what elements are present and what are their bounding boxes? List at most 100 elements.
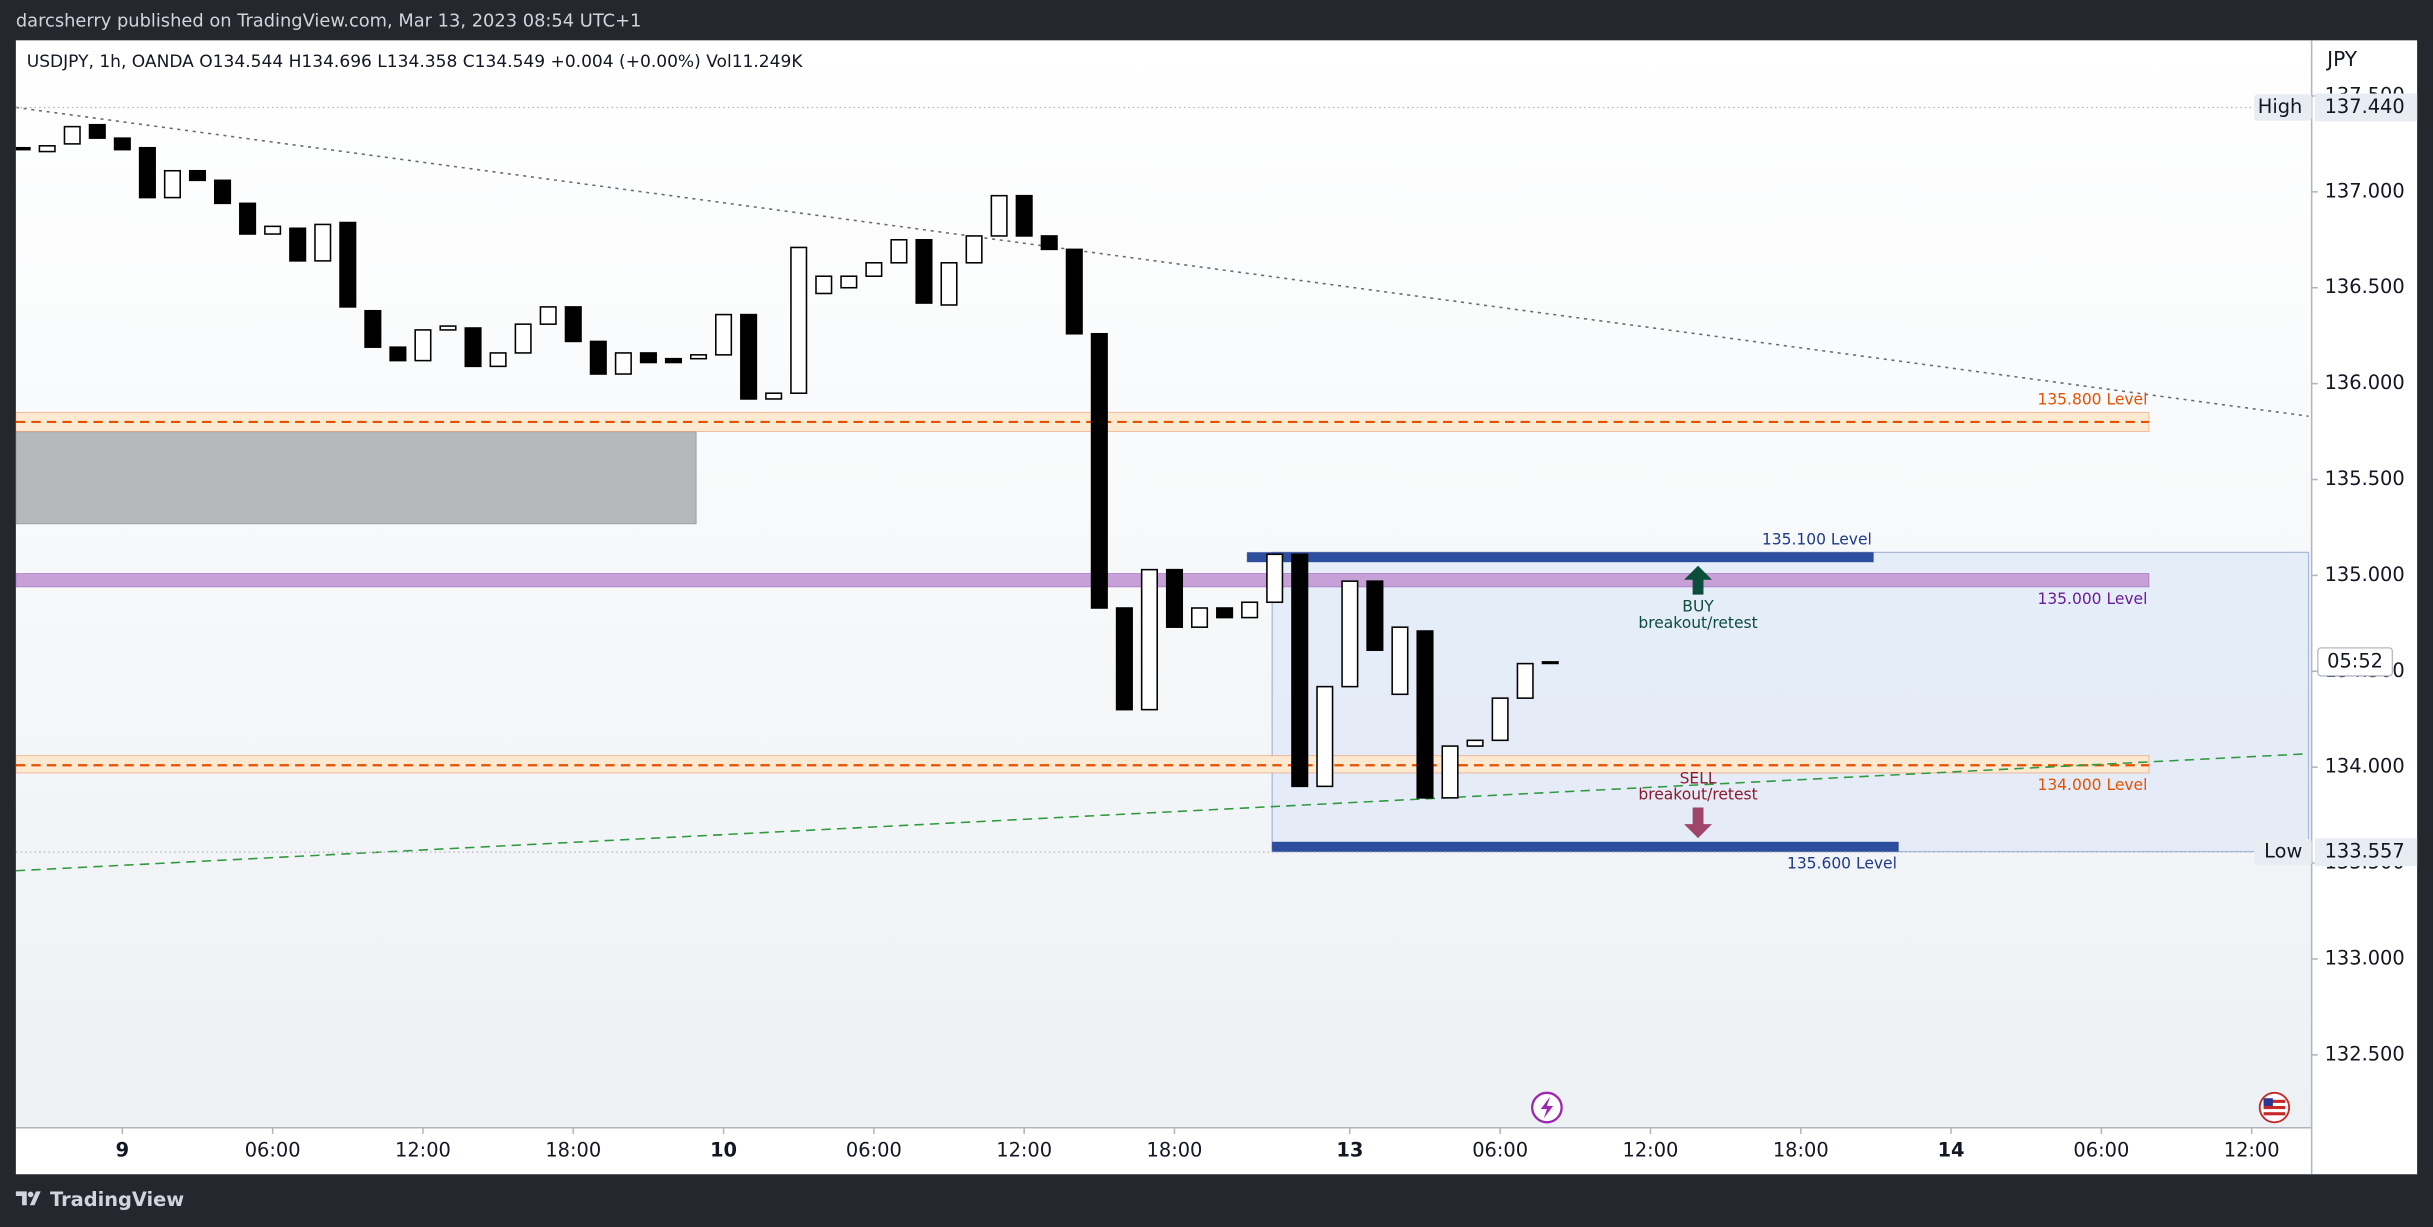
x-tick-label: 06:00	[2073, 1138, 2129, 1161]
candle-body	[239, 202, 257, 235]
trendline	[15, 752, 2309, 872]
candle-body	[1140, 568, 1158, 711]
symbol-legend: USDJPY, 1h, OANDA O134.544 H134.696 L134…	[27, 52, 804, 72]
badge-tag	[2254, 838, 2312, 866]
candle-body	[138, 146, 156, 199]
candle-body	[1466, 739, 1484, 747]
candle-body	[1366, 580, 1384, 651]
x-tick-label: 12:00	[1623, 1138, 1679, 1161]
candle-body	[765, 392, 783, 400]
badge-value: 137.440	[2325, 95, 2405, 118]
x-tick-label: 06:00	[1472, 1138, 1528, 1161]
signal-label: SELL	[1680, 769, 1717, 787]
x-tick-label: 12:00	[2224, 1138, 2280, 1161]
y-tick-label: 137.000	[2325, 179, 2405, 202]
candle-body	[1491, 697, 1509, 742]
candle-body	[965, 235, 983, 264]
x-tick-label: 12:00	[395, 1138, 451, 1161]
candle-body	[915, 239, 933, 304]
candle-body	[1165, 568, 1184, 628]
y-tick-label: 133.000	[2325, 946, 2405, 969]
candle-body	[539, 306, 557, 325]
candle-body	[689, 354, 708, 360]
candle-body	[464, 327, 482, 368]
candle-body	[88, 123, 106, 139]
candle-body	[113, 137, 131, 151]
currency: JPY	[2325, 47, 2358, 71]
event-icon[interactable]	[1531, 1091, 1563, 1124]
y-tick-label: 136.500	[2325, 275, 2405, 298]
signal-label: BUY	[1682, 597, 1714, 615]
candle-body	[1065, 248, 1083, 335]
candle-body	[489, 352, 507, 368]
candle-body	[63, 125, 81, 145]
level-label: 135.800 Level	[2037, 390, 2147, 408]
candle-body	[38, 145, 56, 153]
high-badge: High 137.440	[2254, 93, 2418, 122]
signal-arrow	[1684, 565, 1713, 595]
zone-box	[15, 430, 697, 525]
candle-body	[163, 169, 181, 199]
candle-body	[389, 346, 407, 362]
candle-body	[1291, 553, 1309, 788]
publish-header: darcsherry published on TradingView.com,…	[16, 11, 642, 32]
candle-body	[289, 227, 307, 262]
candle-body	[1115, 607, 1133, 711]
candle-body	[815, 275, 833, 295]
candle-body	[1241, 601, 1259, 619]
x-tick-label: 06:00	[245, 1138, 301, 1161]
level-label: 135.100 Level	[1762, 530, 1872, 548]
level-label: 134.000 Level	[2037, 776, 2147, 794]
candle-body	[865, 262, 883, 277]
level-zone	[1271, 841, 1899, 853]
price-axis	[2311, 40, 2418, 1175]
signal-label: breakout/retest	[1638, 614, 1757, 632]
candle-body	[790, 246, 808, 394]
x-tick-label: 06:00	[846, 1138, 902, 1161]
candle-body	[1090, 332, 1108, 609]
candle-body	[1266, 553, 1284, 604]
time-axis	[15, 1127, 2312, 1175]
candle-body	[214, 179, 232, 205]
candle-body	[1416, 630, 1434, 799]
trendline	[15, 106, 2309, 417]
badge-tag	[2254, 94, 2312, 121]
x-tick-label: 13	[1336, 1138, 1363, 1161]
candle-body	[890, 239, 908, 264]
candle-body	[314, 223, 332, 262]
candle-body	[15, 146, 31, 151]
level-zone	[15, 755, 2150, 774]
candle-body	[990, 194, 1008, 237]
x-tick-label: 14	[1938, 1138, 1965, 1161]
candle-body	[664, 357, 683, 364]
candle-body	[940, 262, 958, 306]
badge-tag-label: High	[2258, 95, 2303, 118]
candle-body	[1015, 194, 1033, 237]
candle-body	[1190, 607, 1209, 628]
candle-body	[1341, 580, 1359, 688]
x-tick-label: 12:00	[996, 1138, 1052, 1161]
flag-icon[interactable]	[2258, 1091, 2291, 1124]
signal-arrow	[1684, 807, 1713, 839]
candle-body	[1216, 607, 1234, 619]
candle-body	[439, 325, 457, 331]
candle-body	[339, 221, 357, 308]
level-zone	[1246, 551, 1874, 563]
x-tick-label: 10	[710, 1138, 737, 1161]
y-tick-label: 135.000	[2325, 563, 2405, 586]
badge-value-box	[2314, 838, 2418, 867]
y-tick-label: 132.500	[2325, 1042, 2405, 1065]
footer-brand: TradingView	[50, 1188, 184, 1211]
footer-logo	[15, 1191, 41, 1206]
signal-label: breakout/retest	[1638, 786, 1757, 804]
candle-body	[1516, 662, 1534, 699]
level-zone	[15, 573, 2150, 588]
candle-body	[564, 306, 582, 343]
candle-body	[1391, 626, 1409, 696]
y-tick-label: 134.000	[2325, 755, 2405, 778]
candle-body	[1316, 685, 1334, 788]
candle-body	[614, 352, 632, 375]
candle-body	[1441, 745, 1459, 799]
candle-body	[188, 169, 207, 182]
